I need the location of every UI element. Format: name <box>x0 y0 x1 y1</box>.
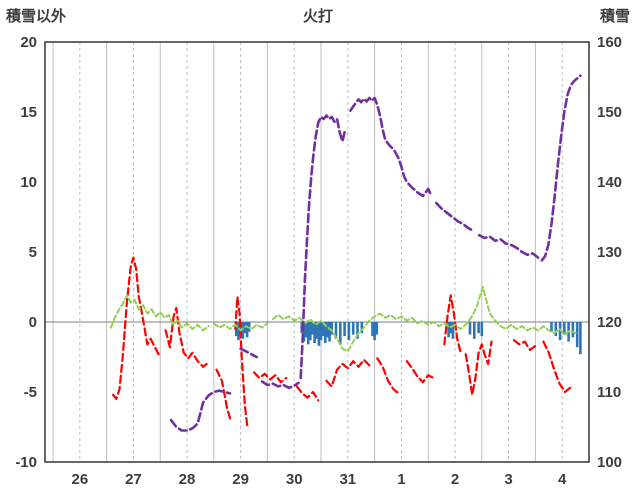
right-tick-label: 140 <box>597 174 622 191</box>
red-line <box>111 256 161 401</box>
right-tick-label: 110 <box>597 384 621 401</box>
right-tick-label: 160 <box>597 34 622 51</box>
green-line <box>212 322 269 332</box>
precip-bar <box>300 322 303 334</box>
precip-bar <box>302 322 306 342</box>
red-line <box>325 358 371 388</box>
left-axis-title: 積雪以外 <box>6 8 67 25</box>
x-tick-label: 31 <box>339 471 356 488</box>
precip-bar <box>304 322 308 338</box>
purple-line <box>260 380 300 390</box>
red-line <box>252 371 288 384</box>
precip-bar <box>360 322 364 334</box>
precip-bar <box>480 322 484 336</box>
precip-bar <box>245 322 249 338</box>
precip-bar <box>473 322 476 339</box>
purple-line <box>349 96 433 198</box>
red-line <box>234 295 249 430</box>
precip-bar <box>477 322 480 334</box>
x-tick-label: 27 <box>125 471 142 488</box>
precip-bar <box>309 322 312 341</box>
left-tick-label: 20 <box>20 34 37 51</box>
precip-bar <box>319 322 323 341</box>
precip-bar <box>579 322 582 355</box>
purple-line <box>299 114 347 380</box>
precip-bar <box>575 322 579 348</box>
purple-line <box>540 74 582 262</box>
precip-bar <box>328 322 331 342</box>
plot-border <box>44 41 590 463</box>
green-line <box>271 286 577 353</box>
purple-line <box>477 233 540 259</box>
red-line <box>295 385 320 402</box>
x-tick-label: 3 <box>504 471 512 488</box>
chart-title: 火打 <box>302 8 333 25</box>
purple-line <box>239 347 259 359</box>
precip-bar <box>241 322 245 339</box>
precip-bar <box>237 322 240 341</box>
green-line <box>109 294 210 332</box>
precip-bar <box>324 322 327 343</box>
precip-bar <box>571 322 575 338</box>
right-tick-label: 130 <box>597 244 622 261</box>
precip-bar <box>554 322 558 336</box>
precip-bar <box>563 322 566 335</box>
precip-bar <box>326 322 329 338</box>
left-tick-label: -10 <box>15 454 37 471</box>
precip-bar <box>447 322 450 338</box>
x-tick-label: 26 <box>71 471 88 488</box>
right-tick-label: 120 <box>597 314 622 331</box>
right-axis-title: 積雪 <box>599 8 630 25</box>
precip-bar <box>558 322 562 341</box>
precip-bar <box>339 322 342 345</box>
precip-bar <box>317 322 321 346</box>
precip-bar <box>356 322 359 339</box>
left-tick-label: 5 <box>29 244 37 261</box>
red-line <box>215 368 233 423</box>
precip-bar <box>550 322 553 332</box>
left-tick-label: 0 <box>29 314 37 331</box>
red-line <box>542 340 572 394</box>
red-line <box>376 357 400 395</box>
precip-bar <box>311 322 314 335</box>
precip-bar <box>468 322 472 335</box>
red-line <box>443 294 462 353</box>
precip-bar <box>371 322 374 336</box>
x-tick-label: 29 <box>232 471 249 488</box>
precip-bar <box>313 322 316 343</box>
red-line <box>405 360 435 384</box>
purple-line <box>434 201 476 233</box>
left-tick-label: 15 <box>20 104 37 121</box>
precip-bar <box>373 322 376 341</box>
x-tick-label: 1 <box>397 471 405 488</box>
precip-bar <box>330 322 333 335</box>
x-tick-label: 4 <box>558 471 567 488</box>
precip-bar <box>239 322 242 335</box>
precip-bar <box>306 322 310 345</box>
precip-bar <box>351 322 355 335</box>
right-tick-label: 150 <box>597 104 622 121</box>
x-tick-label: 28 <box>179 471 196 488</box>
left-tick-label: -5 <box>24 384 37 401</box>
precip-bar <box>375 322 379 335</box>
x-tick-label: 30 <box>286 471 303 488</box>
red-line <box>464 340 493 396</box>
x-tick-label: 2 <box>451 471 459 488</box>
precip-bar <box>334 322 338 339</box>
left-tick-label: 10 <box>20 174 37 191</box>
precip-bar <box>315 322 318 339</box>
red-line <box>164 306 210 368</box>
right-tick-label: 100 <box>597 454 622 471</box>
precip-bar <box>347 322 351 341</box>
precip-bar <box>321 322 325 336</box>
purple-line <box>169 389 232 432</box>
red-line <box>512 339 537 352</box>
precip-bar <box>451 322 455 339</box>
precip-bar <box>343 322 346 336</box>
